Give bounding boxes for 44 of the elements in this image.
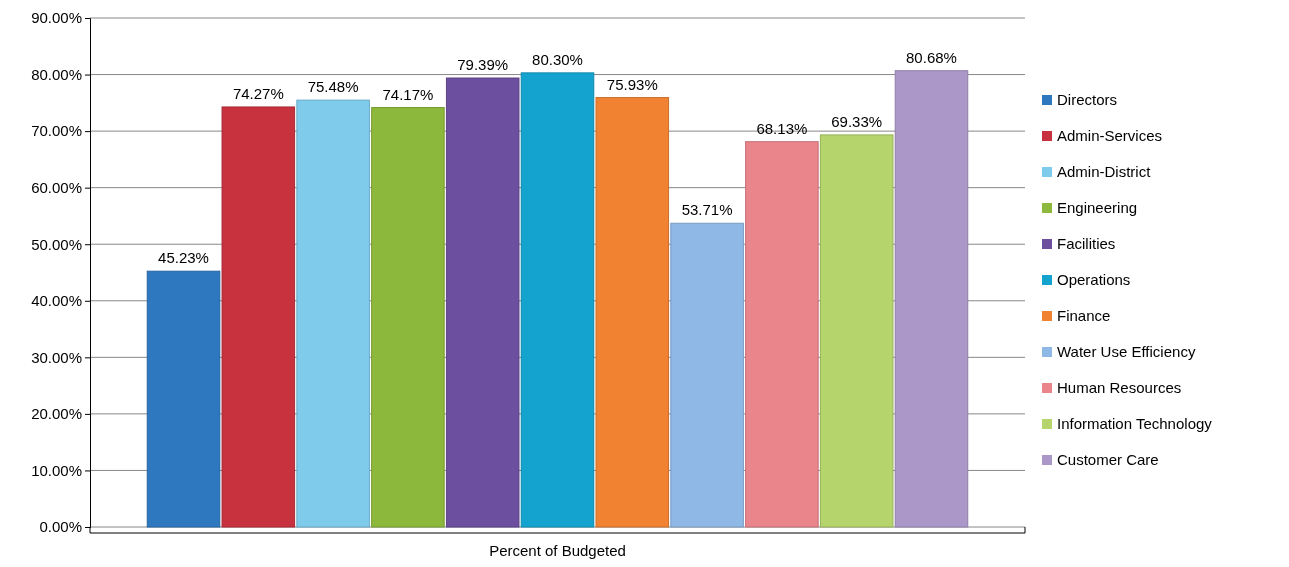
data-label: 45.23% <box>158 249 209 267</box>
data-label: 74.17% <box>382 85 434 103</box>
bar <box>296 99 370 528</box>
legend-label: Facilities <box>1057 235 1116 252</box>
legend-label: Admin-District <box>1057 163 1152 180</box>
y-tick-label: 10.00% <box>31 461 82 479</box>
bar <box>670 222 744 528</box>
bar <box>745 141 819 528</box>
legend-label: Information Technology <box>1057 415 1213 432</box>
y-tick-label: 90.00% <box>31 9 82 27</box>
bar <box>520 72 595 528</box>
bar <box>445 77 520 528</box>
legend-label: Engineering <box>1057 199 1138 216</box>
x-tick-label: Percent of Budgeted <box>489 541 626 559</box>
legend-label: Customer Care <box>1057 451 1159 468</box>
legend-label: Human Resources <box>1057 379 1182 396</box>
bar <box>221 106 296 528</box>
data-label: 80.30% <box>532 50 583 68</box>
y-tick-label: 60.00% <box>31 178 82 196</box>
legend-label: Operations <box>1057 271 1131 288</box>
y-tick-label: 70.00% <box>31 122 82 140</box>
data-label: 75.48% <box>307 78 359 96</box>
bar <box>371 107 445 528</box>
y-tick-label: 20.00% <box>31 405 82 423</box>
bar <box>819 134 894 528</box>
legend-label: Directors <box>1057 91 1118 108</box>
data-label: 69.33% <box>831 112 883 130</box>
data-label: 53.71% <box>681 201 733 219</box>
y-tick-label: 80.00% <box>31 65 82 83</box>
bar <box>146 270 221 528</box>
legend-label: Admin-Services <box>1057 127 1163 144</box>
bar <box>894 70 969 528</box>
y-tick-label: 0.00% <box>39 518 82 536</box>
data-label: 80.68% <box>906 48 957 66</box>
data-label: 74.27% <box>232 84 284 102</box>
y-tick-label: 50.00% <box>31 235 82 253</box>
legend-label: Finance <box>1057 307 1111 324</box>
legend-label: Water Use Efficiency <box>1057 343 1196 360</box>
data-label: 79.39% <box>457 56 509 74</box>
data-label: 75.93% <box>606 75 658 93</box>
data-label: 68.13% <box>756 119 808 137</box>
y-tick-label: 30.00% <box>31 348 82 366</box>
y-tick-label: 40.00% <box>31 292 82 310</box>
bar <box>595 97 670 528</box>
